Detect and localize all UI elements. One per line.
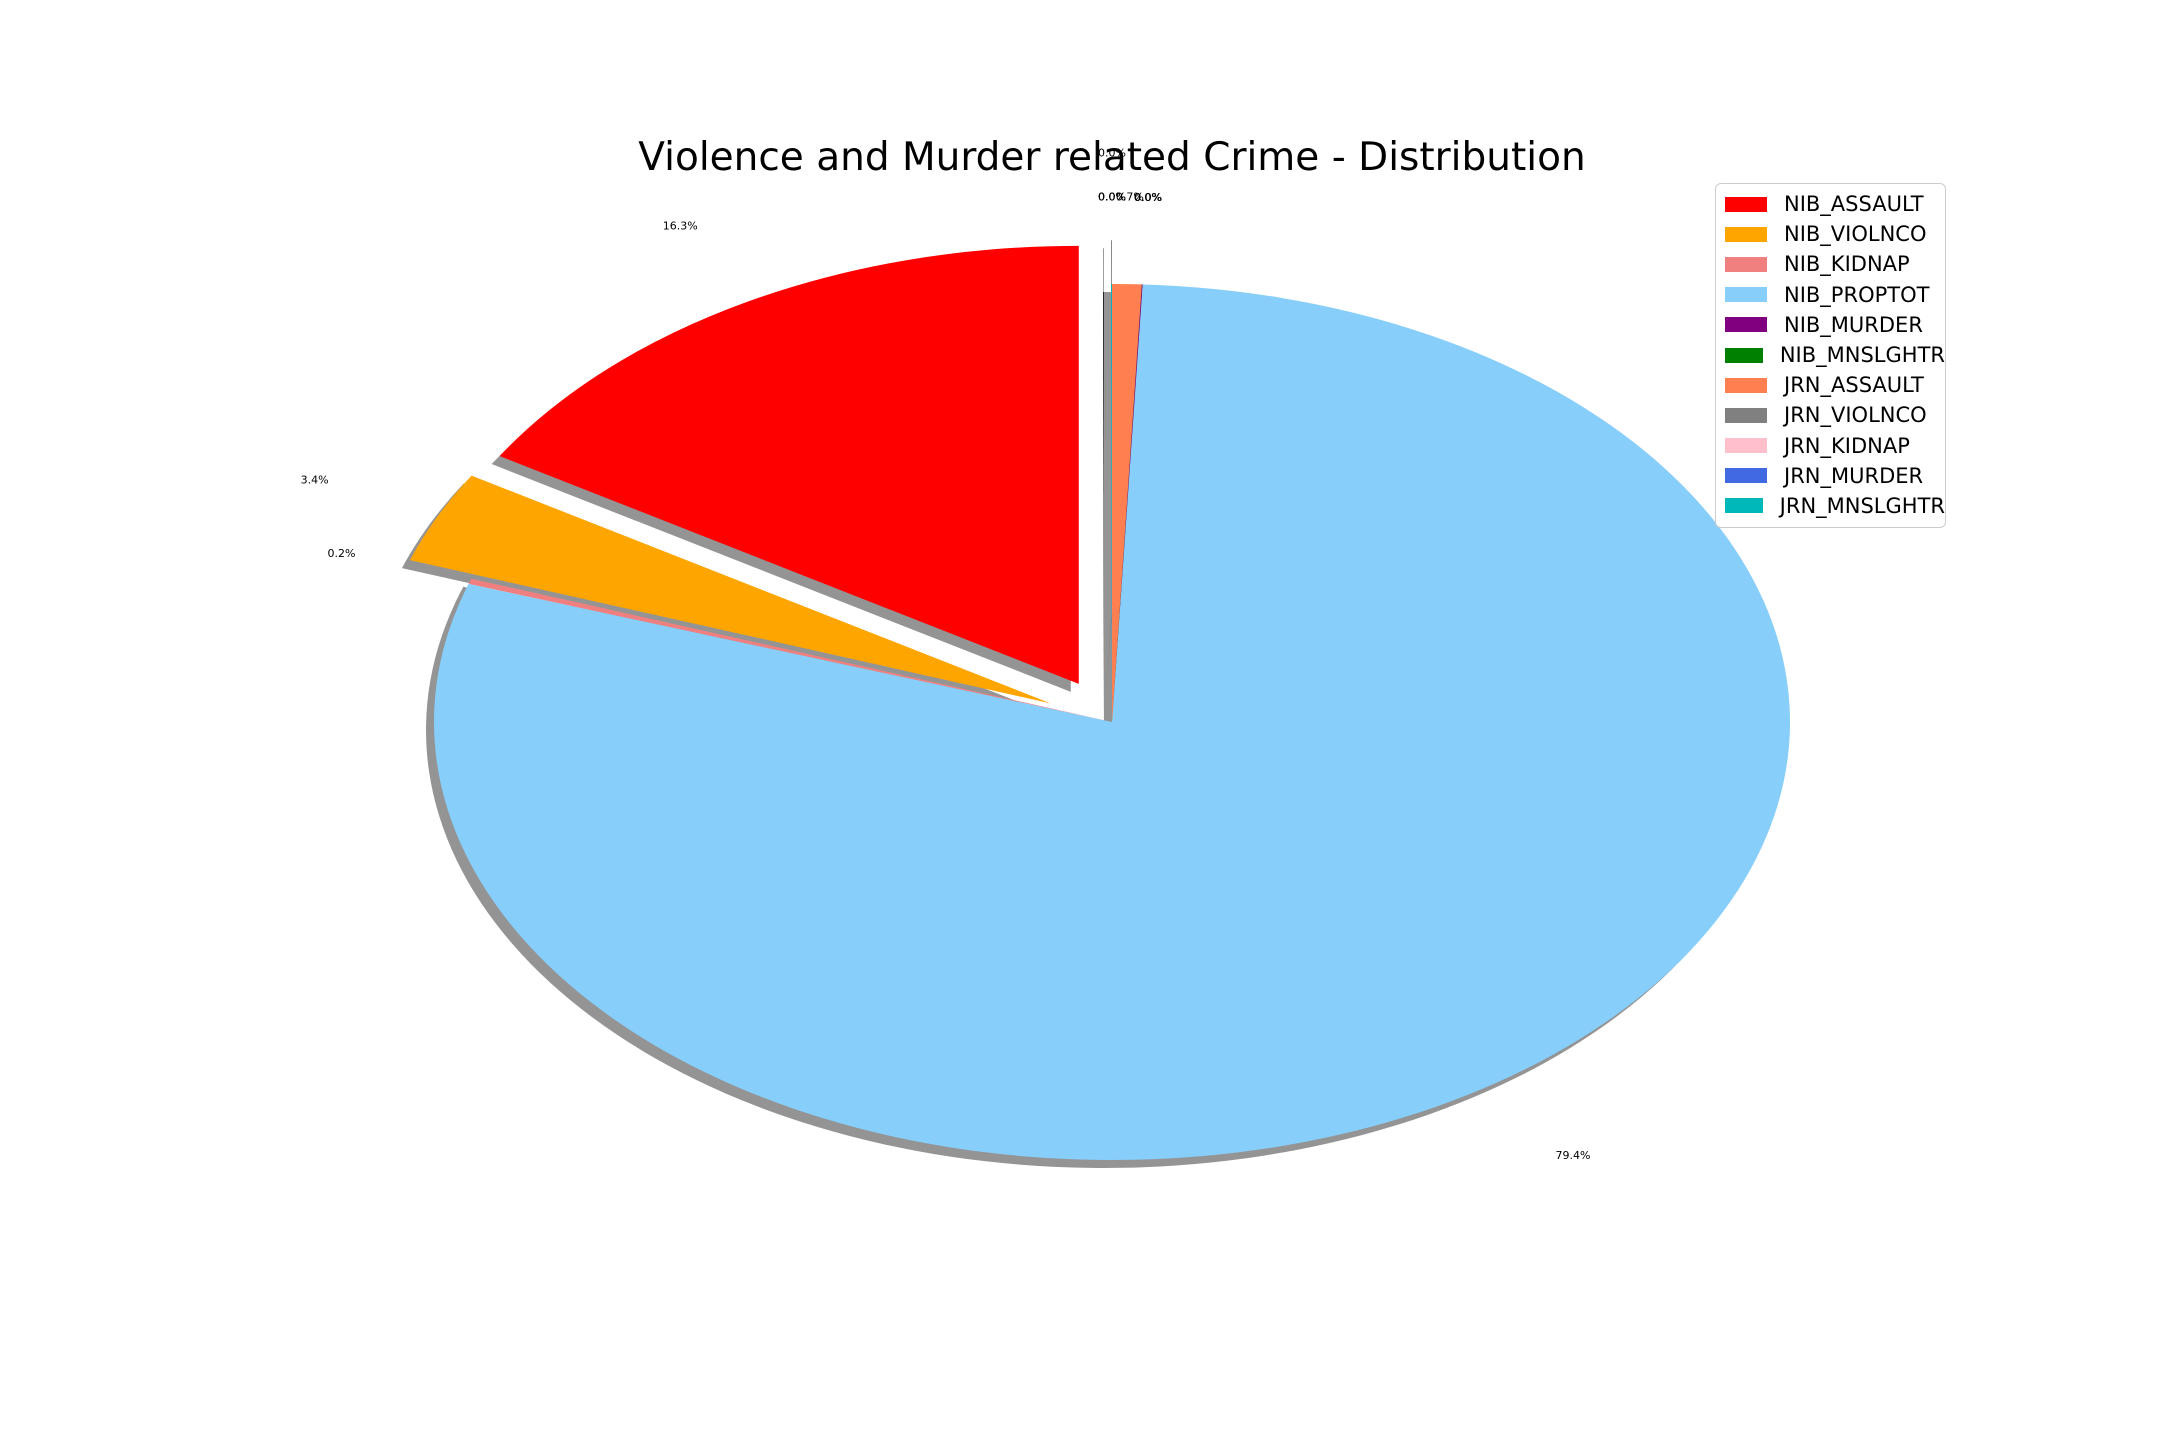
pct-label-nib-assault: 16.3% (663, 220, 698, 233)
slice-jrn-assault (1112, 284, 1142, 722)
shadow-jrn-murder (1103, 292, 1104, 730)
legend-swatch (1725, 407, 1767, 423)
legend-label: NIB_PROPTOT (1784, 282, 1930, 307)
legend-swatch (1725, 196, 1767, 212)
slice-nib-violnco (409, 475, 1051, 704)
legend-label: JRN_MNSLGHTR (1779, 493, 1945, 518)
legend-label: JRN_KIDNAP (1784, 433, 1910, 458)
legend-label: NIB_ASSAULT (1784, 192, 1924, 217)
pie-slices (409, 240, 1790, 1161)
shadow-jrn-violnco (1103, 248, 1104, 687)
legend-swatch (1725, 347, 1763, 363)
legend-item-nib-kidnap: NIB_KIDNAP (1716, 249, 1945, 279)
legend-item-nib-assault: NIB_ASSAULT (1716, 189, 1945, 219)
pct-label-nib-mnslghtr: 0.0% (1134, 191, 1162, 204)
legend-swatch (1725, 498, 1763, 514)
legend-item-nib-proptot: NIB_PROPTOT (1716, 280, 1945, 310)
legend-swatch (1725, 226, 1767, 242)
legend-item-jrn-violnco: JRN_VIOLNCO (1716, 400, 1945, 430)
slice-nib-kidnap (468, 578, 1112, 722)
legend-item-nib-violnco: NIB_VIOLNCO (1716, 219, 1945, 249)
pct-label-jrn-mnslghtr: 0.0% (1098, 190, 1126, 203)
legend-label: NIB_VIOLNCO (1784, 222, 1927, 247)
shadow-jrn-mnslghtr (1103, 292, 1104, 730)
pct-label-nib-violnco: 3.4% (301, 473, 329, 486)
legend-swatch (1725, 438, 1767, 454)
legend-item-nib-mnslghtr: NIB_MNSLGHTR (1716, 340, 1945, 370)
pct-label-jrn-violnco: 0.0% (1098, 147, 1126, 160)
slice-nib-proptot (434, 284, 1790, 1161)
pct-label-jrn-murder: 0.0% (1098, 190, 1126, 203)
pct-label-nib-murder: 0.0% (1134, 191, 1162, 204)
legend-swatch (1725, 287, 1767, 303)
legend-label: NIB_KIDNAP (1784, 252, 1910, 277)
legend: NIB_ASSAULT NIB_VIOLNCO NIB_KIDNAP NIB_PROP… (1715, 183, 1946, 529)
slice-jrn-mnslghtr (1111, 284, 1112, 722)
percent-labels: 16.3%3.4%0.2%79.4%0.0%0.0%0.7%0.0%0.0%0.… (301, 147, 1591, 1162)
legend-label: JRN_ASSAULT (1784, 373, 1924, 398)
legend-label: NIB_MNSLGHTR (1779, 343, 1945, 368)
legend-item-jrn-kidnap: JRN_KIDNAP (1716, 431, 1945, 461)
pct-label-jrn-assault: 0.7% (1116, 191, 1144, 204)
slice-nib-murder (1112, 284, 1143, 722)
legend-item-jrn-mnslghtr: JRN_MNSLGHTR (1716, 491, 1945, 521)
legend-label: JRN_MURDER (1784, 463, 1924, 488)
pct-label-nib-kidnap: 0.2% (328, 547, 356, 560)
legend-swatch (1725, 256, 1767, 272)
legend-swatch (1725, 468, 1767, 484)
legend-item-jrn-murder: JRN_MURDER (1716, 461, 1945, 491)
legend-item-nib-murder: NIB_MURDER (1716, 310, 1945, 340)
legend-label: JRN_VIOLNCO (1784, 403, 1927, 428)
chart-title: Violence and Murder related Crime - Dist… (638, 135, 1585, 180)
shadow-jrn-kidnap (1103, 292, 1104, 730)
slice-nib-assault (499, 245, 1079, 684)
legend-swatch (1725, 377, 1767, 393)
legend-swatch (1725, 317, 1767, 333)
pct-label-jrn-kidnap: 0.0% (1098, 190, 1126, 203)
legend-label: NIB_MURDER (1784, 312, 1923, 337)
legend-item-jrn-assault: JRN_ASSAULT (1716, 370, 1945, 400)
pct-label-nib-proptot: 79.4% (1556, 1149, 1591, 1162)
